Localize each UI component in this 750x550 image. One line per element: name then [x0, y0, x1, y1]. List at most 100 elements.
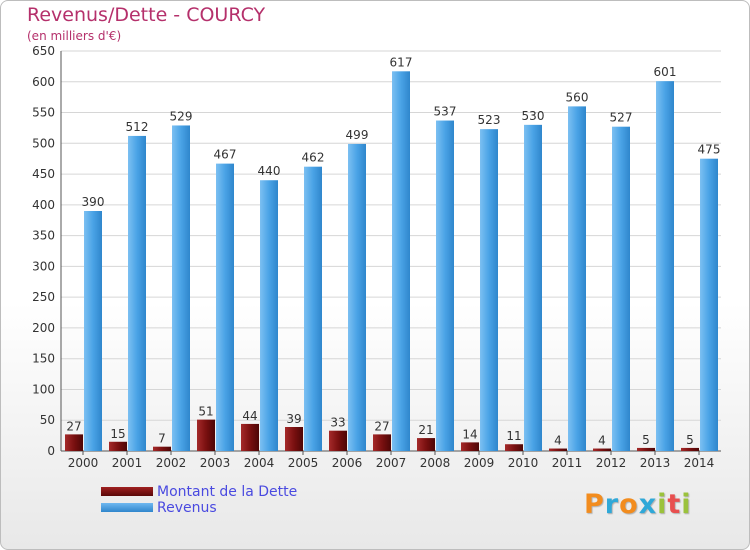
- bar-debt: [593, 448, 611, 451]
- y-tick-label: 450: [32, 167, 55, 181]
- y-tick-label: 650: [32, 44, 55, 58]
- chart-subtitle: (en milliers d'€): [27, 29, 122, 43]
- bar-debt: [285, 427, 303, 451]
- y-tick-label: 200: [32, 321, 55, 335]
- revenue-value-label: 537: [434, 105, 457, 119]
- y-tick-label: 50: [40, 413, 55, 427]
- x-tick-label: 2001: [112, 456, 143, 470]
- revenue-value-label: 499: [346, 128, 369, 142]
- x-tick-label: 2011: [552, 456, 583, 470]
- bar-debt: [637, 447, 655, 451]
- revenue-value-label: 475: [698, 143, 721, 157]
- bar-debt: [681, 447, 699, 451]
- debt-value-label: 5: [642, 433, 650, 447]
- y-tick-label: 150: [32, 352, 55, 366]
- proxiti-logo: Proxiti: [584, 489, 692, 520]
- x-tick-label: 2009: [464, 456, 495, 470]
- revenue-value-label: 560: [566, 90, 589, 104]
- logo-letter: x: [638, 489, 658, 520]
- revenue-value-label: 390: [82, 195, 105, 209]
- x-tick-label: 2008: [420, 456, 451, 470]
- bar-revenue: [612, 126, 630, 451]
- debt-value-label: 5: [686, 433, 694, 447]
- logo-letter: t: [667, 489, 682, 520]
- y-tick-label: 250: [32, 290, 55, 304]
- debt-value-label: 39: [286, 412, 301, 426]
- x-tick-label: 2003: [200, 456, 231, 470]
- bar-debt: [109, 441, 127, 451]
- debt-value-label: 4: [598, 434, 606, 448]
- bar-revenue: [84, 211, 102, 451]
- debt-value-label: 51: [198, 405, 213, 419]
- bar-revenue: [568, 106, 586, 451]
- y-tick-label: 350: [32, 229, 55, 243]
- y-tick-label: 500: [32, 136, 55, 150]
- bar-revenue: [392, 71, 410, 452]
- bar-revenue: [260, 180, 278, 451]
- revenue-value-label: 527: [610, 111, 633, 125]
- debt-value-label: 11: [506, 429, 521, 443]
- revenue-value-label: 467: [214, 148, 237, 162]
- bar-debt: [153, 446, 171, 451]
- debt-value-label: 44: [242, 409, 257, 423]
- revenue-value-label: 617: [390, 55, 413, 69]
- revenue-value-label: 529: [170, 109, 193, 123]
- debt-value-label: 21: [418, 423, 433, 437]
- bar-revenue: [436, 120, 454, 452]
- bar-revenue: [304, 166, 322, 451]
- bar-revenue: [128, 135, 146, 451]
- debt-value-label: 27: [374, 419, 389, 433]
- bar-revenue: [348, 143, 366, 451]
- x-tick-label: 2013: [640, 456, 671, 470]
- legend-swatch-debt: [101, 487, 153, 496]
- y-tick-label: 300: [32, 259, 55, 273]
- revenue-value-label: 440: [258, 164, 281, 178]
- debt-value-label: 14: [462, 427, 477, 441]
- bar-revenue: [700, 158, 718, 451]
- bar-debt: [505, 444, 523, 451]
- bar-debt: [417, 438, 435, 451]
- bar-debt: [461, 442, 479, 451]
- logo-letter: P: [584, 489, 605, 520]
- bar-revenue: [480, 129, 498, 451]
- bar-debt: [197, 419, 215, 451]
- legend-label-debt: Montant de la Dette: [157, 484, 298, 500]
- debt-value-label: 15: [110, 427, 125, 441]
- bar-debt: [373, 434, 391, 451]
- revenue-value-label: 462: [302, 151, 325, 165]
- bar-revenue: [656, 81, 674, 452]
- y-tick-label: 100: [32, 382, 55, 396]
- x-tick-label: 2000: [68, 456, 99, 470]
- bar-revenue: [216, 163, 234, 451]
- x-tick-label: 2007: [376, 456, 407, 470]
- x-tick-label: 2010: [508, 456, 539, 470]
- x-tick-label: 2002: [156, 456, 187, 470]
- revenue-value-label: 523: [478, 113, 501, 127]
- legend-swatch-revenue: [101, 503, 153, 512]
- revenue-value-label: 601: [654, 65, 677, 79]
- bar-debt: [241, 423, 259, 451]
- y-tick-label: 550: [32, 106, 55, 120]
- x-tick-label: 2006: [332, 456, 363, 470]
- x-tick-label: 2012: [596, 456, 627, 470]
- legend-label-revenue: Revenus: [157, 500, 217, 516]
- bar-debt: [65, 434, 83, 451]
- y-tick-label: 0: [47, 444, 55, 458]
- logo-letter: r: [604, 489, 620, 520]
- x-tick-label: 2014: [684, 456, 715, 470]
- bar-debt: [329, 430, 347, 451]
- y-tick-label: 400: [32, 198, 55, 212]
- bar-debt: [549, 448, 567, 451]
- debt-value-label: 7: [158, 432, 166, 446]
- y-tick-label: 600: [32, 75, 55, 89]
- logo-letter: o: [619, 489, 639, 520]
- debt-value-label: 4: [554, 434, 562, 448]
- revenue-value-label: 512: [126, 120, 149, 134]
- revenue-value-label: 530: [522, 109, 545, 123]
- logo-letter: i: [681, 489, 692, 520]
- debt-value-label: 33: [330, 416, 345, 430]
- x-tick-label: 2004: [244, 456, 275, 470]
- bar-revenue: [172, 125, 190, 451]
